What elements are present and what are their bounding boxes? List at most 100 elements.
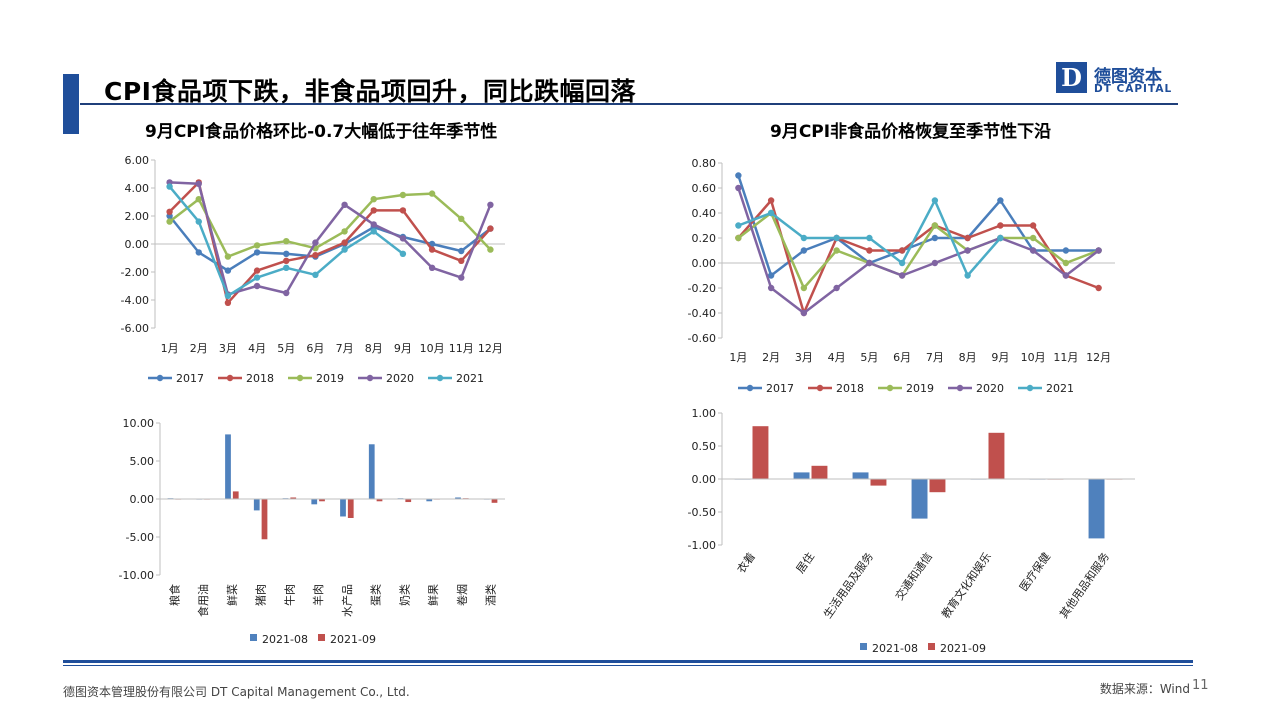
chart1-x-tick-label: 3月 — [795, 351, 813, 364]
series-2020-point — [283, 289, 290, 297]
chart0-y-tick-label: 6.00 — [125, 154, 150, 167]
bar-2021-09 — [405, 499, 412, 503]
legend-2018-marker — [226, 374, 234, 382]
legend-2021-08-label: 2021-08 — [872, 642, 918, 655]
legend-2021-09-swatch — [928, 643, 935, 650]
series-2018-point — [487, 225, 494, 232]
series-2018-point — [428, 246, 436, 253]
chart0-y-tick-label: 2.00 — [125, 210, 150, 223]
chart1-x-tick-label: 9月 — [991, 351, 1009, 364]
series-2018-point — [283, 257, 290, 264]
bar-2021-09 — [290, 497, 297, 499]
series-2017-point — [253, 249, 261, 256]
series-2019-point — [1062, 259, 1070, 267]
title-accent-bar — [63, 74, 79, 134]
bar-2021-08 — [911, 479, 928, 519]
chart1-y-tick-label: -0.40 — [688, 307, 716, 320]
bar-2021-09 — [870, 479, 887, 486]
legend-2020-marker — [956, 384, 964, 392]
series-2019-point — [253, 242, 261, 249]
chart2-y-tick-label: -5.00 — [126, 531, 154, 544]
series-2018-line — [168, 181, 492, 305]
legend-2021-09-label: 2021-09 — [940, 642, 986, 655]
series-2019-point — [195, 196, 202, 203]
chart0-x-tick-label: 11月 — [449, 342, 474, 355]
bar-2021-08 — [426, 499, 433, 502]
legend-2018-label: 2018 — [836, 382, 864, 395]
legend-2020-label: 2020 — [976, 382, 1004, 395]
series-2019-line — [168, 192, 492, 258]
series-2019-point — [428, 190, 436, 197]
food-chart-title: 9月CPI食品价格环比-0.7大幅低于往年季节性 — [145, 122, 498, 142]
bar-2021-09 — [752, 426, 769, 479]
series-2021-point — [224, 292, 232, 299]
chart0-x-tick-label: 2月 — [190, 342, 208, 355]
series-2020-point — [370, 221, 377, 228]
title-underline — [80, 103, 1178, 105]
series-2019-point — [735, 234, 742, 242]
chart0-x-tick-label: 12月 — [478, 342, 503, 355]
series-2021-point — [997, 234, 1004, 242]
series-2021-point — [399, 250, 407, 257]
series-2018-point — [458, 257, 465, 264]
chart3-y-tick-label: -1.00 — [688, 539, 716, 552]
chart3-y-tick-label: 1.00 — [692, 407, 717, 420]
series-2021-point — [800, 234, 808, 242]
chart3-y-tick-label: 0.50 — [692, 440, 717, 453]
legend-2017-marker — [156, 374, 164, 382]
chart2-x-tick-label: 粮食 — [167, 584, 181, 606]
bar-2021-09 — [319, 499, 325, 502]
chart0-x-tick-label: 7月 — [336, 342, 354, 355]
series-2020-point — [458, 274, 465, 281]
chart2-x-tick-label: 酒类 — [484, 584, 498, 606]
series-2017-line — [737, 175, 1099, 277]
series-2021-point — [370, 228, 377, 235]
series-2018-point — [767, 197, 775, 204]
bar-2021-09 — [261, 499, 268, 540]
nonfood-chart-title: 9月CPI非食品价格恢复至季节性下沿 — [770, 122, 1052, 142]
chart0-x-tick-label: 3月 — [219, 342, 237, 355]
chart2-x-tick-label: 牛肉 — [282, 584, 296, 606]
series-2018-point — [399, 207, 407, 214]
series-2019-point — [224, 253, 232, 260]
chart0-x-tick-label: 9月 — [394, 342, 412, 355]
bar-2021-09 — [811, 465, 828, 479]
series-2020-point — [866, 259, 873, 267]
chart1-y-tick-label: 0.40 — [692, 207, 717, 220]
chart3-x-tick-label: 衣着 — [734, 550, 758, 576]
chart3-x-tick-label: 居住 — [793, 550, 817, 576]
bar-2021-09 — [491, 499, 498, 503]
chart3-y-tick-label: -0.50 — [688, 506, 716, 519]
series-2020-point — [253, 282, 261, 290]
chart0-y-tick-label: -6.00 — [121, 322, 149, 335]
bar-2021-08 — [311, 499, 318, 505]
series-2018-point — [166, 208, 173, 215]
bar-2021-08 — [340, 499, 346, 517]
series-2021-point — [931, 197, 939, 204]
series-2021-point — [312, 271, 319, 278]
series-2020-point — [195, 180, 202, 187]
company-logo: D 德图资本 DT CAPITAL — [1056, 62, 1180, 96]
series-2020-point — [767, 284, 775, 292]
bar-2021-08 — [368, 444, 375, 499]
legend-2019-marker — [296, 374, 304, 382]
chart1-y-tick-label: 0.60 — [692, 182, 717, 195]
legend-2018-marker — [816, 384, 824, 392]
chart3-y-tick-label: 0.00 — [692, 473, 717, 486]
series-2021-point — [767, 209, 775, 217]
series-2019-point — [399, 191, 407, 199]
chart1-x-tick-label: 12月 — [1086, 351, 1111, 364]
chart1-x-tick-label: 5月 — [860, 351, 878, 364]
series-2019-point — [370, 196, 377, 203]
series-2019-point — [1029, 234, 1037, 242]
legend-2021-marker — [1026, 384, 1034, 392]
series-2018-point — [866, 247, 873, 254]
series-2018-line — [737, 199, 1100, 315]
bar-2021-08 — [793, 472, 810, 479]
series-2019-point — [458, 215, 465, 222]
series-2020-point — [1029, 247, 1037, 254]
bar-2021-09 — [988, 432, 1005, 479]
series-2018-point — [1095, 284, 1102, 292]
chart2-x-tick-label: 卷烟 — [455, 584, 469, 606]
series-2020-point — [800, 309, 808, 317]
